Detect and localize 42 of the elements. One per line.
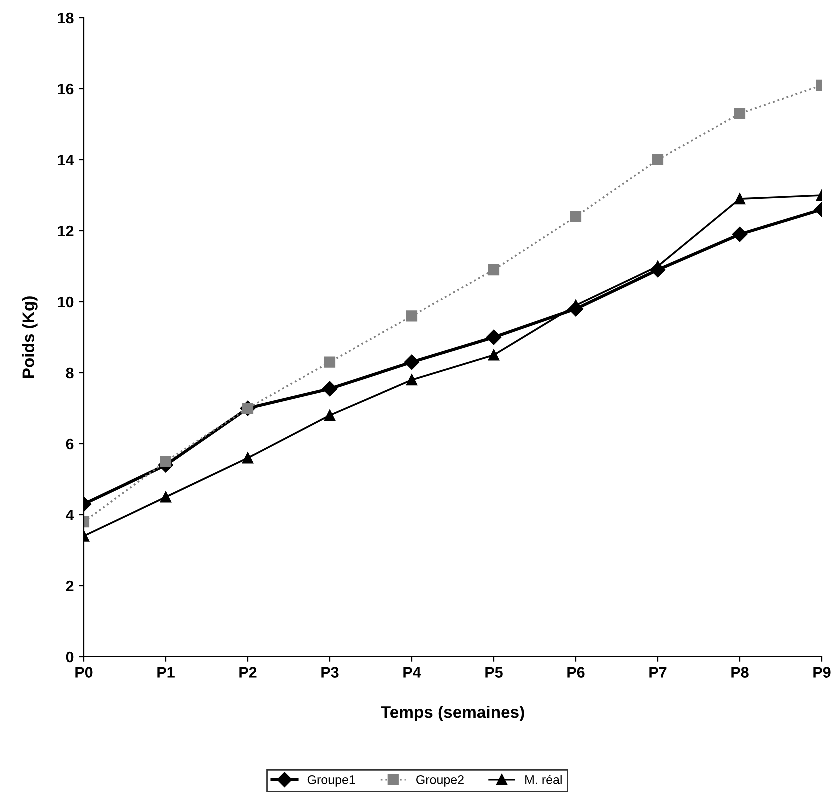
x-tick-label: P2	[240, 667, 257, 678]
point	[486, 330, 502, 346]
point	[324, 356, 336, 368]
point	[160, 492, 172, 503]
point	[322, 381, 338, 397]
y-tick-label: 10	[58, 296, 74, 308]
x-tick-label: P4	[404, 667, 422, 678]
point	[242, 452, 254, 464]
point	[324, 410, 336, 422]
x-tick-label: P7	[650, 667, 667, 678]
y-tick-label: 2	[66, 580, 74, 592]
x-tick-label: P6	[568, 667, 585, 678]
point	[734, 193, 746, 205]
y-tick-label: 18	[58, 12, 74, 24]
y-tick-label: 8	[66, 368, 74, 379]
x-tick-label: P9	[814, 667, 831, 678]
point	[734, 108, 746, 120]
x-tick-label: P3	[322, 667, 339, 678]
y-tick-label: 12	[58, 226, 74, 237]
point	[406, 310, 418, 322]
point	[406, 374, 418, 386]
y-axis-title: Poids (Kg)	[22, 296, 38, 378]
x-tick-label: P8	[732, 667, 749, 678]
point	[488, 350, 500, 361]
point	[652, 154, 664, 166]
y-tick-label: 4	[66, 510, 74, 521]
legend-label: Groupe1	[308, 776, 356, 787]
y-tick-label: 14	[58, 155, 74, 166]
x-tick-label: P0	[76, 667, 93, 678]
x-axis-title: Temps (semaines)	[381, 706, 524, 722]
legend-label: Groupe2	[416, 776, 464, 787]
point	[404, 354, 420, 370]
point	[570, 211, 582, 222]
x-tick-label: P5	[486, 667, 503, 678]
y-tick-label: 6	[66, 438, 74, 450]
legend-label: M. réal	[526, 775, 562, 784]
point	[488, 264, 500, 276]
y-tick-label: 0	[66, 652, 74, 663]
point	[160, 456, 172, 468]
point	[732, 226, 748, 242]
y-tick-label: 16	[58, 84, 74, 95]
x-tick-label: P1	[158, 667, 175, 678]
